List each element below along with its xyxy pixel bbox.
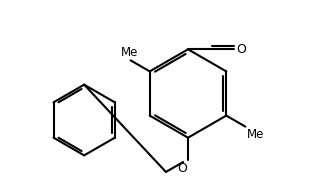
Text: O: O (236, 43, 246, 56)
Text: Me: Me (121, 46, 138, 59)
Text: O: O (177, 162, 187, 174)
Text: Me: Me (246, 128, 264, 141)
